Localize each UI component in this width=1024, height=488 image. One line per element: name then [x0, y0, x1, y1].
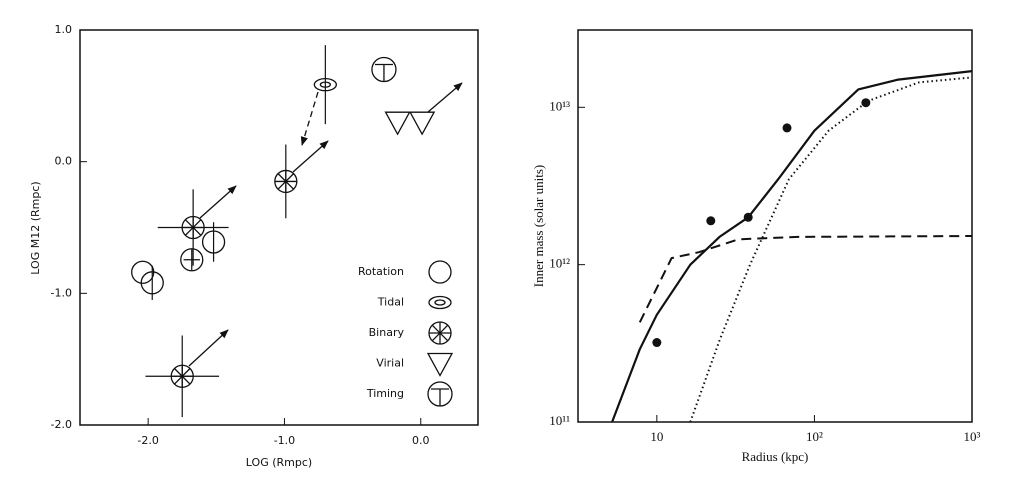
y-axis-label: Inner mass (solar units) [531, 165, 546, 287]
arrow [300, 91, 319, 146]
legend-symbol [428, 321, 452, 345]
plot-frame [577, 29, 973, 423]
y-tick-label: 10¹² [549, 256, 570, 271]
y-tick-label: 0.0 [55, 155, 73, 168]
marker-part [184, 219, 202, 236]
data-point [782, 123, 792, 133]
x-tick-label: -1.0 [274, 434, 295, 447]
legend-symbol [427, 381, 453, 407]
marker-part [426, 352, 454, 377]
curve [638, 235, 973, 323]
marker-part [313, 77, 337, 92]
x-tick-label: 0.0 [412, 434, 430, 447]
legend-label: Timing [366, 387, 404, 400]
data-point [706, 216, 716, 226]
x-tick-label: 10 [650, 429, 663, 444]
curve [611, 70, 973, 423]
data-point [861, 98, 871, 108]
y-tick-label: -1.0 [51, 286, 72, 299]
marker-triangle-down [426, 352, 454, 377]
marker-asterisk-circle [274, 169, 298, 194]
curve [689, 76, 973, 423]
marker-circle [201, 230, 226, 254]
marker-triangle-down [409, 111, 436, 136]
x-tick-label: -2.0 [137, 434, 158, 447]
marker-part [201, 230, 226, 254]
marker-circle [428, 260, 452, 284]
marker-part [409, 111, 436, 136]
marker-t-circle [371, 56, 397, 83]
marker-circle [140, 271, 164, 295]
marker-triangle-down [384, 111, 411, 136]
marker-asterisk-circle [181, 215, 205, 240]
arrow [427, 82, 463, 113]
x-axis-label: LOG (Rmpc) [246, 456, 312, 469]
legend-label: Virial [376, 357, 404, 370]
marker-t-circle [427, 381, 453, 407]
marker-part [431, 324, 449, 342]
y-axis-label: LOG M12 (Rmpc) [29, 181, 42, 274]
legend-symbol [428, 260, 452, 284]
marker-asterisk-circle [428, 321, 452, 345]
x-axis-label: Radius (kpc) [742, 449, 809, 464]
legend-label: Rotation [358, 265, 404, 278]
legend-label: Tidal [377, 296, 404, 309]
legend-symbol [428, 295, 452, 310]
y-tick-label: 10¹³ [549, 98, 570, 113]
y-tick-label: 10¹¹ [549, 413, 570, 428]
marker-ellipse [428, 295, 452, 310]
marker-part [319, 81, 331, 88]
marker-part [173, 368, 191, 385]
marker-part [277, 173, 295, 190]
arrow [292, 140, 329, 173]
arrow [188, 329, 229, 367]
marker-part [428, 295, 452, 310]
marker-ellipse [313, 77, 337, 92]
marker-part [428, 260, 452, 284]
legend-label: Binary [369, 326, 405, 339]
plot-frame [79, 29, 479, 426]
y-tick-label: -2.0 [51, 418, 72, 431]
marker-part [434, 299, 446, 306]
limit-arrows [188, 82, 463, 367]
marker-part [140, 271, 164, 295]
marker-circle [180, 248, 204, 272]
data-point [743, 212, 753, 222]
x-tick-label: 10² [806, 429, 823, 444]
data-point [652, 338, 662, 348]
y-tick-label: 1.0 [55, 23, 73, 36]
marker-part [384, 111, 411, 136]
legend-symbol [426, 352, 454, 377]
arrow [199, 185, 237, 219]
x-tick-label: 10³ [964, 429, 981, 444]
marker-part [180, 248, 204, 272]
marker-asterisk-circle [170, 364, 194, 388]
